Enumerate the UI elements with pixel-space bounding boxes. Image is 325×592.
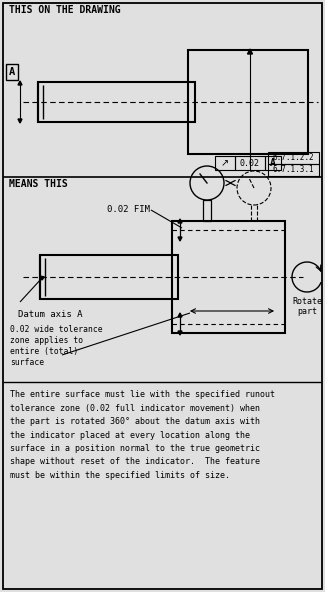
Bar xyxy=(188,50,308,154)
Text: part: part xyxy=(297,307,317,316)
Text: the part is rotated 360° about the datum axis with: the part is rotated 360° about the datum… xyxy=(10,417,260,426)
Text: 0.02 FIM: 0.02 FIM xyxy=(107,204,150,214)
Text: the indicator placed at every location along the: the indicator placed at every location a… xyxy=(10,430,250,439)
Text: THIS ON THE DRAWING: THIS ON THE DRAWING xyxy=(9,5,121,15)
Text: ↗: ↗ xyxy=(221,158,229,168)
Text: 6.7.1.2.2: 6.7.1.2.2 xyxy=(273,153,314,162)
Text: 6.7.1.3.1: 6.7.1.3.1 xyxy=(273,166,314,175)
Bar xyxy=(215,156,235,170)
Bar xyxy=(172,221,285,333)
Text: shape without reset of the indicator.  The feature: shape without reset of the indicator. Th… xyxy=(10,458,260,466)
Text: Rotate: Rotate xyxy=(292,297,322,306)
Polygon shape xyxy=(178,237,182,241)
Text: zone applies to: zone applies to xyxy=(10,336,83,345)
Text: surface: surface xyxy=(10,358,44,367)
Text: Datum axis A: Datum axis A xyxy=(18,310,83,319)
Bar xyxy=(38,82,195,122)
Text: 0.02: 0.02 xyxy=(240,159,260,168)
Bar xyxy=(268,152,319,164)
Text: surface in a position normal to the true geometric: surface in a position normal to the true… xyxy=(10,444,260,453)
Bar xyxy=(265,156,281,170)
Text: A: A xyxy=(9,67,15,77)
Bar xyxy=(235,156,265,170)
Polygon shape xyxy=(18,81,22,85)
Bar xyxy=(40,255,178,299)
Polygon shape xyxy=(178,219,182,223)
Bar xyxy=(268,164,319,176)
Text: A: A xyxy=(270,158,276,168)
Polygon shape xyxy=(178,331,182,335)
Text: tolerance zone (0.02 full indicator movement) when: tolerance zone (0.02 full indicator move… xyxy=(10,404,260,413)
Text: MEANS THIS: MEANS THIS xyxy=(9,179,68,189)
Polygon shape xyxy=(40,276,45,280)
Bar xyxy=(203,200,211,221)
Text: must be within the specified limits of size.: must be within the specified limits of s… xyxy=(10,471,230,480)
Polygon shape xyxy=(178,313,182,317)
Text: The entire surface must lie with the specified runout: The entire surface must lie with the spe… xyxy=(10,390,275,399)
Polygon shape xyxy=(248,49,253,54)
Text: entire (total): entire (total) xyxy=(10,347,78,356)
Polygon shape xyxy=(18,119,22,123)
Text: 0.02 wide tolerance: 0.02 wide tolerance xyxy=(10,325,103,334)
